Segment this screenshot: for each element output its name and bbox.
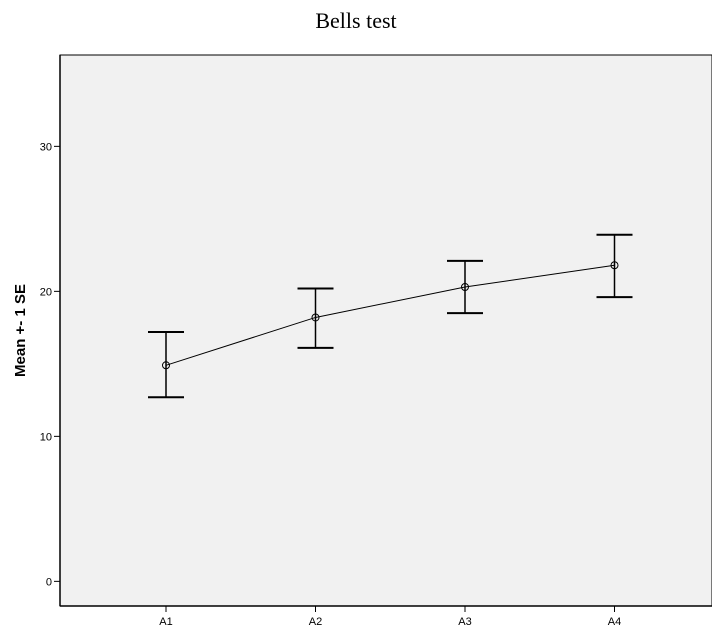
y-axis-ticks: 0 10 20 30 — [40, 141, 60, 588]
y-tick-label: 20 — [40, 286, 52, 298]
error-bars — [148, 233, 633, 399]
y-axis-title: Mean +- 1 SE — [12, 284, 29, 377]
mean-marker — [311, 313, 320, 322]
mean-marker — [610, 261, 619, 270]
mean-marker — [461, 283, 469, 291]
x-axis-ticks: A1 A2 A3 A4 — [159, 606, 621, 628]
y-tick-label: 0 — [46, 576, 52, 588]
mean-line — [165, 264, 615, 366]
chart-title: Bells test — [315, 8, 397, 33]
y-tick-label: 10 — [40, 431, 52, 443]
y-tick-label: 30 — [40, 141, 52, 153]
mean-marker — [162, 361, 170, 370]
x-tick-label: A1 — [159, 616, 172, 628]
x-tick-label: A2 — [309, 616, 322, 628]
x-tick-label: A3 — [458, 616, 471, 628]
x-tick-label: A4 — [608, 616, 621, 628]
mean-markers — [162, 261, 619, 370]
plot-area — [59, 54, 712, 607]
